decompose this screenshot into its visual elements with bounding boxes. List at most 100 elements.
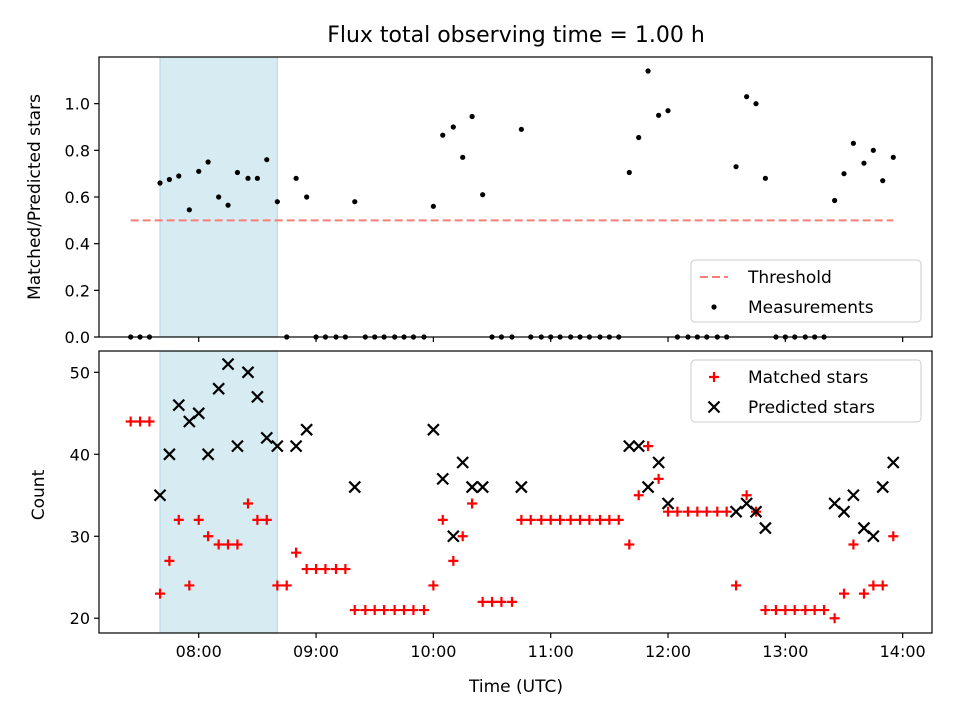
predicted-stars-point <box>289 439 303 453</box>
legend: Matched stars Predicted stars <box>690 359 922 423</box>
predicted-stars-point <box>436 472 450 486</box>
matched-stars-point <box>496 596 507 607</box>
matched-stars-point <box>232 539 243 550</box>
predicted-stars-point <box>201 448 215 461</box>
matched-stars-point <box>643 441 654 452</box>
matched-stars-point <box>839 588 850 599</box>
predicted-stars-point <box>749 505 763 518</box>
predicted-stars-point <box>153 489 167 502</box>
legend-label: Matched stars <box>748 368 868 388</box>
matched-stars-point <box>223 539 234 550</box>
measurements-point <box>450 124 456 130</box>
legend-box <box>690 359 922 423</box>
matched-stars-point <box>829 613 840 624</box>
matched-stars-point <box>408 605 419 616</box>
legend-box <box>690 259 922 323</box>
measurements-point <box>440 132 446 138</box>
measurements-point <box>352 199 358 205</box>
y-tick-label: 0.4 <box>65 235 90 254</box>
measurements-point <box>665 108 671 114</box>
measurements-point <box>234 169 241 176</box>
predicted-stars-point <box>623 439 636 453</box>
measurements-point <box>645 68 651 74</box>
matched-stars-point <box>281 580 292 591</box>
measurements-point <box>254 175 260 181</box>
matched-stars-point <box>701 506 712 517</box>
matched-stars-point <box>888 531 899 542</box>
measurements-point <box>264 157 270 163</box>
matched-stars-point <box>379 605 390 616</box>
y-tick-label: 0.8 <box>65 141 90 160</box>
matched-stars-point <box>155 588 166 599</box>
matched-stars-point <box>555 514 566 525</box>
predicted-stars-point <box>192 407 206 420</box>
matched-stars-point <box>291 547 302 558</box>
matched-stars-point <box>418 605 429 616</box>
matched-stars-point <box>663 506 674 517</box>
matched-stars-point <box>800 605 811 616</box>
measurements-point <box>832 197 838 204</box>
predicted-stars-point <box>172 398 186 412</box>
measurements-point <box>890 154 896 160</box>
matched-stars-point <box>594 514 605 525</box>
predicted-stars-point <box>515 480 528 494</box>
measurements-point <box>880 178 886 184</box>
x-tick-label: 11:00 <box>528 642 574 661</box>
matched-stars-point <box>428 580 439 591</box>
predicted-stars-point <box>231 439 244 453</box>
matched-stars-point <box>858 588 869 599</box>
matched-stars-point <box>320 564 331 575</box>
measurements-point <box>870 147 876 153</box>
predicted-stars-point <box>465 480 479 494</box>
matched-stars-point <box>301 564 312 575</box>
predicted-stars-point <box>447 529 460 543</box>
matched-stars-point <box>437 514 448 525</box>
measurements-point <box>176 173 182 179</box>
matched-stars-point <box>545 514 556 525</box>
x-tick-label: 08:00 <box>176 642 222 661</box>
y-tick-label: 20 <box>70 609 90 628</box>
matched-stars-point <box>770 605 781 616</box>
y-tick-label: 50 <box>70 363 90 382</box>
matched-stars-point <box>360 605 371 616</box>
measurements-point <box>744 94 750 100</box>
legend: Threshold Measurements <box>690 259 922 323</box>
matched-stars-point <box>877 580 888 591</box>
matched-stars-point <box>164 555 175 566</box>
matched-stars-point <box>525 514 536 525</box>
matched-stars-point <box>819 605 830 616</box>
measurements-point <box>196 168 202 174</box>
matched-stars-point <box>330 564 341 575</box>
measurements-point <box>225 202 231 208</box>
measurements-point <box>245 175 251 181</box>
predicted-stars-point <box>427 423 440 436</box>
x-axis-label: Time (UTC) <box>468 677 563 697</box>
matched-stars-point <box>868 580 879 591</box>
measurements-point <box>186 207 192 213</box>
matched-stars-point <box>477 596 488 607</box>
ratio-plot-area: 0.0 0.2 0.4 0.6 0.8 1.0 Threshold Measurements <box>65 56 933 347</box>
predicted-stars-point <box>661 497 675 510</box>
predicted-stars-point <box>867 529 880 543</box>
measurements-point <box>636 134 642 141</box>
measurements-point <box>656 112 662 118</box>
chart-title: Flux total observing time = 1.00 h <box>327 23 705 48</box>
measurements-point <box>850 140 856 146</box>
matched-stars-point <box>536 514 547 525</box>
matched-stars-point <box>389 605 400 616</box>
y-tick-label: 30 <box>70 527 90 546</box>
matched-stars-point <box>213 539 224 550</box>
y-tick-label: 1.0 <box>65 95 90 114</box>
matched-stars-point <box>173 514 184 525</box>
predicted-stars-point <box>456 456 469 469</box>
matched-stars-point <box>193 514 204 525</box>
measurements-point <box>626 169 632 176</box>
y-tick-label: 0.2 <box>65 281 90 300</box>
matched-stars-point <box>144 416 155 427</box>
measurements-point <box>460 154 466 160</box>
matched-stars-point <box>272 580 283 591</box>
x-tick-label: 10:00 <box>410 642 456 661</box>
predicted-stars-point <box>837 505 851 518</box>
predicted-stars-point <box>241 366 255 379</box>
legend-label: Measurements <box>748 298 874 318</box>
